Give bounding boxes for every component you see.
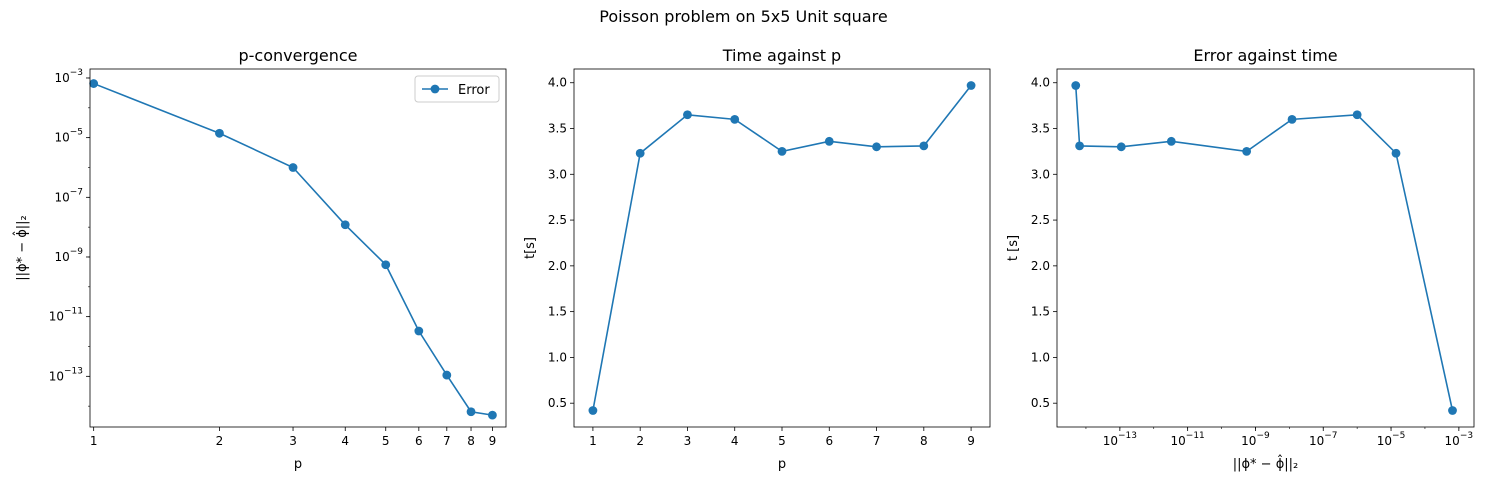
x-tick-label: 9	[489, 434, 497, 448]
data-point	[683, 110, 692, 120]
legend-box	[414, 75, 500, 103]
axes-frame	[573, 68, 991, 428]
x-tick-label: 5	[778, 434, 786, 448]
data-point	[488, 410, 497, 420]
legend-label: Error	[458, 83, 490, 98]
chart-title: p-convergence	[238, 46, 357, 65]
x-tick-label: 3	[289, 434, 297, 448]
data-point	[1242, 147, 1252, 156]
y-tick-label: 10−11	[49, 307, 83, 324]
data-point	[381, 260, 391, 270]
x-tick-label: 4	[341, 434, 349, 448]
y-tick-label: 1.0	[1031, 350, 1050, 364]
data-point	[1391, 148, 1401, 158]
x-tick-label: 7	[873, 434, 881, 448]
y-axis-label: t[s]	[523, 237, 538, 259]
legend-marker	[430, 84, 440, 94]
data-point	[466, 407, 476, 417]
x-tick-label: 1	[589, 434, 597, 448]
chart-title: Time against p	[722, 46, 841, 65]
y-tick-label: 3.0	[1031, 167, 1050, 181]
series-line	[592, 84, 972, 411]
data-point	[1116, 142, 1126, 152]
data-point	[730, 114, 740, 124]
chart-panel-1: p-convergence 1 2 3 4 5 6 7 8 9 10−13 10−11 10−9 10−7…	[13, 46, 507, 472]
axes-frame	[1056, 68, 1475, 428]
data-point	[1166, 136, 1176, 146]
y-tick-label: 2.0	[548, 259, 567, 273]
y-tick-label: 10−5	[54, 128, 83, 145]
x-tick-label: 10−13	[1103, 431, 1137, 448]
y-axis-label: t [s]	[1006, 235, 1021, 261]
x-tick-label: 10−11	[1171, 431, 1205, 448]
y-tick-label: 1.0	[548, 350, 567, 364]
y-tick-label: 0.5	[548, 396, 567, 410]
data-point	[1448, 406, 1457, 415]
data-point	[966, 81, 976, 90]
x-tick-label: 9	[967, 434, 975, 448]
y-tick-label: 10−3	[54, 68, 83, 85]
x-tick-label: 1	[90, 434, 98, 448]
x-axis-label: ||ϕ* − ϕ̂||₂	[1233, 455, 1299, 472]
y-tick-label: 0.5	[1031, 396, 1050, 410]
y-tick-label: 2.5	[548, 213, 567, 227]
data-point	[635, 148, 645, 158]
y-tick-label: 10−13	[49, 366, 83, 383]
data-point	[872, 142, 881, 152]
data-point	[1352, 110, 1362, 120]
x-tick-label: 5	[382, 434, 390, 448]
data-point	[215, 128, 224, 138]
x-tick-label: 10−3	[1445, 431, 1474, 448]
x-axis-label: p	[294, 457, 302, 472]
x-tick-label: 6	[415, 434, 423, 448]
axes-frame	[89, 68, 507, 428]
y-tick-label: 2.5	[1031, 213, 1050, 227]
y-tick-label: 3.0	[548, 167, 567, 181]
chart-panel-2: Time against p 1 2 3 4 5 6 7 8 9 0.5 1.0 1.5 2.0 2.5 3.…	[523, 46, 991, 472]
data-point	[1075, 141, 1085, 151]
x-tick-label: 6	[825, 434, 833, 448]
data-point	[414, 326, 424, 336]
data-point	[588, 406, 598, 415]
x-tick-label: 10−5	[1377, 431, 1406, 448]
y-tick-label: 2.0	[1031, 259, 1050, 273]
y-tick-label: 10−7	[54, 187, 83, 204]
y-tick-label: 1.5	[1031, 305, 1050, 319]
data-point	[1287, 114, 1297, 124]
data-point	[919, 141, 929, 151]
series-line	[1074, 85, 1454, 411]
data-point	[89, 79, 99, 88]
x-tick-label: 10−7	[1309, 431, 1338, 448]
x-tick-label: 2	[216, 434, 224, 448]
x-tick-label: 4	[731, 434, 739, 448]
y-axis-label: ||ϕ* − ϕ̂||₂	[13, 215, 30, 281]
data-point	[288, 163, 298, 172]
data-point	[442, 370, 452, 380]
legend: Error	[414, 75, 500, 103]
chart-panel-3: Error against time 10−13 10−11 10−9 10−7 10−5…	[1006, 46, 1475, 472]
x-tick-label: 2	[636, 434, 644, 448]
figure-title: Poisson problem on 5x5 Unit square	[599, 7, 888, 26]
x-tick-label: 3	[684, 434, 692, 448]
data-point	[824, 136, 834, 146]
y-tick-label: 3.5	[548, 122, 567, 136]
x-tick-label: 8	[920, 434, 928, 448]
y-tick-label: 1.5	[548, 305, 567, 319]
x-tick-label: 7	[443, 434, 451, 448]
data-point	[1071, 81, 1081, 90]
x-tick-label: 8	[467, 434, 475, 448]
series-line	[93, 82, 493, 416]
x-axis-label: p	[778, 457, 786, 472]
y-tick-label: 4.0	[548, 76, 567, 90]
y-tick-label: 3.5	[1031, 122, 1050, 136]
chart-title: Error against time	[1193, 46, 1337, 65]
y-tick-label: 10−9	[54, 247, 83, 264]
y-tick-label: 4.0	[1031, 76, 1050, 90]
x-tick-label: 10−9	[1241, 431, 1270, 448]
data-point	[777, 147, 787, 156]
data-point	[340, 220, 350, 230]
